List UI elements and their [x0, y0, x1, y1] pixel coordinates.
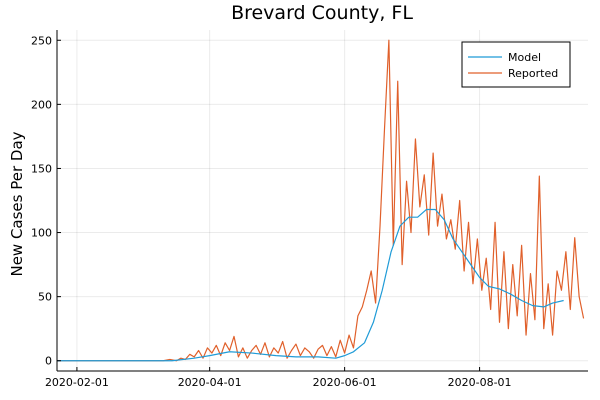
x-tick-label: 2020-04-01 — [178, 376, 242, 389]
x-tick-label: 2020-08-01 — [448, 376, 512, 389]
y-tick-label: 0 — [45, 355, 52, 368]
y-ticks: 0 50 100 150 200 250 — [31, 34, 61, 368]
y-tick-label: 50 — [38, 291, 52, 304]
series-line-model — [57, 208, 564, 362]
y-axis-label: New Cases Per Day — [8, 131, 26, 276]
y-gridlines — [57, 39, 588, 362]
x-tick-label: 2020-02-01 — [45, 376, 109, 389]
x-ticks: 2020-02-01 2020-04-01 2020-06-01 2020-08-01 — [45, 367, 512, 389]
series-layer — [57, 39, 585, 362]
legend-label-reported: Reported — [508, 67, 558, 80]
series-line-reported — [57, 39, 585, 362]
legend-box — [461, 41, 571, 88]
legend-label-model: Model — [508, 51, 541, 64]
y-tick-label: 250 — [31, 34, 52, 47]
y-tick-label: 150 — [31, 162, 52, 175]
legend: Model Reported — [461, 41, 571, 88]
x-tick-label: 2020-06-01 — [313, 376, 377, 389]
y-tick-label: 200 — [31, 98, 52, 111]
chart-title: Brevard County, FL — [231, 2, 413, 24]
y-tick-label: 100 — [31, 227, 52, 240]
